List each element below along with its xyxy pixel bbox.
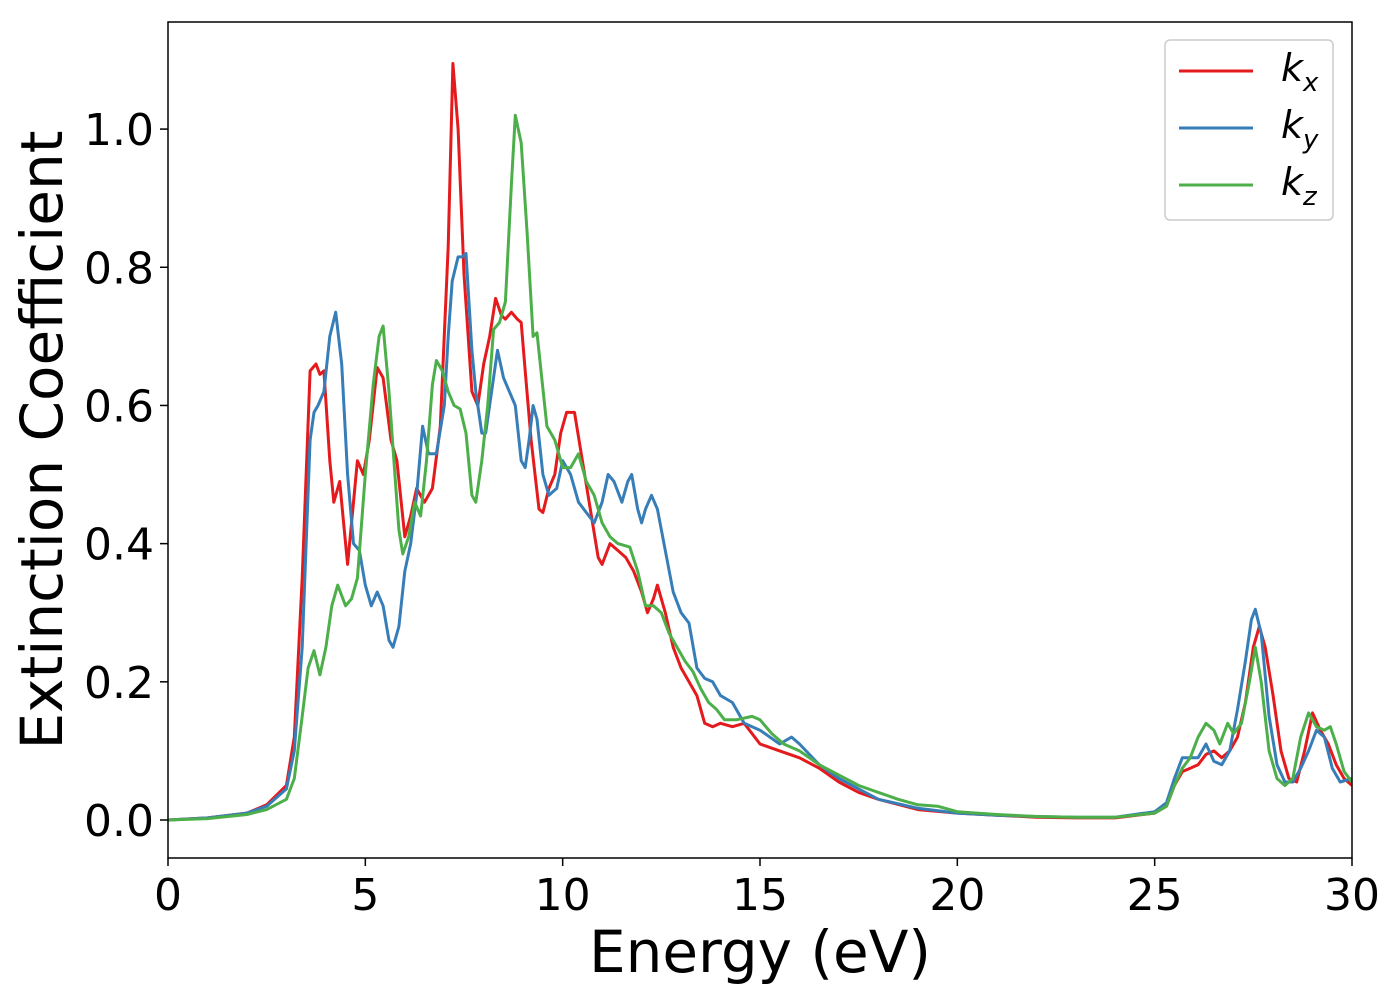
series-line-y xyxy=(168,252,1352,822)
y-axis-label: Extinction Coefficient xyxy=(8,131,76,750)
y-tick-label: 0.8 xyxy=(84,243,154,294)
x-axis-label: Energy (eV) xyxy=(589,918,931,986)
legend-label-y: ky xyxy=(1281,103,1319,155)
x-axis-ticks: 0 5 10 15 20 25 30 xyxy=(154,858,1380,921)
y-tick-label: 1.0 xyxy=(84,105,154,156)
y-axis-ticks: 0.0 0.2 0.4 0.6 0.8 1.0 xyxy=(84,105,168,847)
x-tick-label: 10 xyxy=(535,870,591,921)
legend-label-main: k xyxy=(1281,160,1305,204)
x-tick-label: 25 xyxy=(1127,870,1183,921)
legend-label-subscript: x xyxy=(1302,68,1319,98)
legend-label-x: kx xyxy=(1281,46,1319,98)
y-tick-label: 0.0 xyxy=(84,796,154,847)
series-layer xyxy=(168,62,1352,822)
series-line-z xyxy=(168,113,1352,822)
y-tick-label: 0.6 xyxy=(84,381,154,432)
legend-label-z: kz xyxy=(1281,160,1318,212)
x-tick-label: 5 xyxy=(351,870,379,921)
y-tick-label: 0.4 xyxy=(84,520,154,571)
x-tick-label: 15 xyxy=(732,870,788,921)
x-tick-label: 30 xyxy=(1324,870,1380,921)
legend-label-main: k xyxy=(1281,103,1305,147)
legend-label-main: k xyxy=(1281,46,1305,90)
y-tick-label: 0.2 xyxy=(84,658,154,709)
legend-label-subscript: z xyxy=(1302,182,1318,212)
legend-box xyxy=(1164,39,1334,221)
x-tick-label: 0 xyxy=(154,870,182,921)
legend-label-subscript: y xyxy=(1302,125,1319,155)
x-tick-label: 20 xyxy=(929,870,985,921)
